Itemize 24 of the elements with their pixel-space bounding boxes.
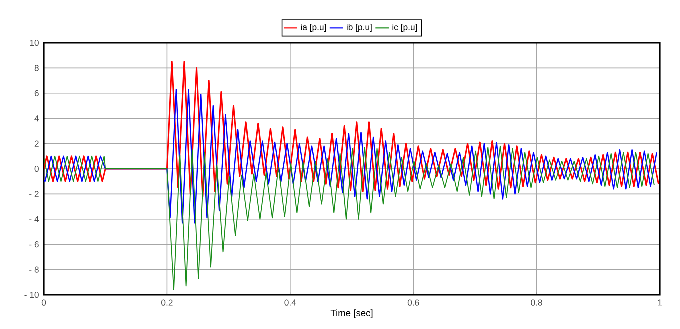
legend-label: ic [p.u] <box>392 24 418 32</box>
x-tick-label: 0.8 <box>531 300 542 306</box>
y-tick-label: 4 <box>34 116 40 122</box>
y-tick-label: 8 <box>34 65 39 72</box>
y-tick-label: 10 <box>30 40 39 46</box>
x-tick-label: 0 <box>42 300 46 306</box>
legend-label: ia [p.u] <box>301 24 326 32</box>
y-tick-label: 2 <box>34 140 39 147</box>
x-tick-label: 0.4 <box>284 300 296 306</box>
x-tick-label: 0.2 <box>162 300 173 306</box>
y-tick-label: - 4 <box>30 216 40 222</box>
line-series <box>44 146 655 290</box>
y-tick-label: 6 <box>34 90 39 96</box>
legend-label: ib [p.u] <box>347 24 372 32</box>
x-axis-title: Time [sec] <box>330 310 373 318</box>
y-tick-label: - 6 <box>30 242 39 248</box>
y-tick-label: 0 <box>34 166 39 172</box>
y-tick-label: - 2 <box>30 191 39 198</box>
x-tick-label: 0.6 <box>408 300 420 306</box>
line-series <box>44 61 660 198</box>
y-tick-label: - 8 <box>30 266 39 273</box>
line-series <box>44 89 658 224</box>
y-tick-label: - 10 <box>24 292 39 298</box>
x-tick-label: 1 <box>658 300 662 306</box>
